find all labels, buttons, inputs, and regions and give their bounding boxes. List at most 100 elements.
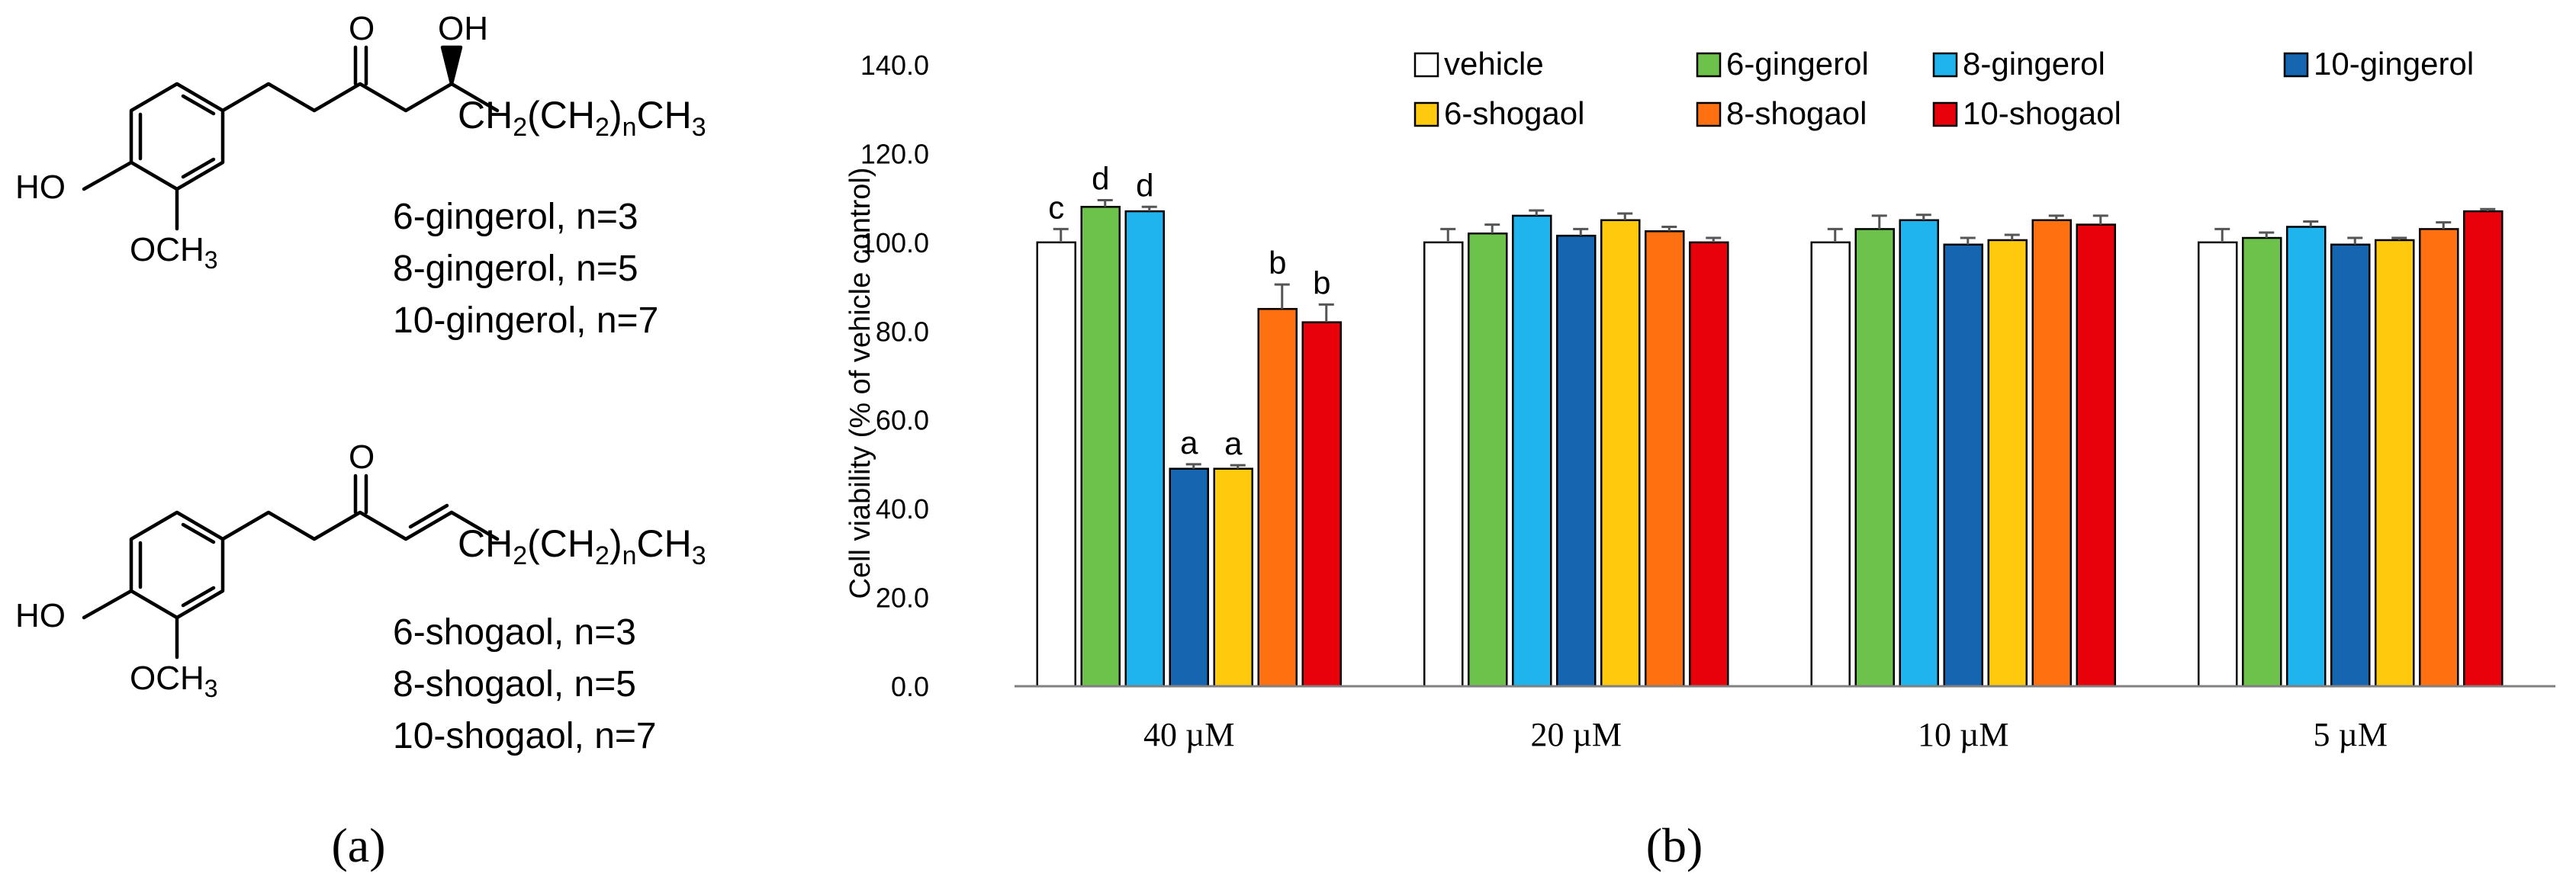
- shogaol-name-10: 10-shogaol, n=7: [393, 716, 657, 756]
- shogaol-alkene-bond: [408, 503, 449, 529]
- shogaol-ring-double-bond: [181, 586, 216, 608]
- bar-8-shogaol: [2031, 219, 2072, 688]
- gingerol-name-8: 8-gingerol, n=5: [393, 249, 638, 289]
- bar-6-gingerol: [2242, 236, 2282, 688]
- y-axis-label: Cell viability (% of vehicle control): [844, 168, 876, 599]
- bar-10-gingerol: [1169, 467, 1209, 688]
- significance-letter: d: [1136, 167, 1153, 203]
- y-tick-label: 0.0: [891, 671, 929, 702]
- bar-8-shogaol: [1645, 230, 1685, 688]
- legend-label-vehicle: vehicle: [1444, 46, 1544, 82]
- bar-8-gingerol: [2286, 226, 2327, 688]
- y-tick-label: 100.0: [860, 227, 929, 258]
- x-tick-label: 5 µM: [2314, 716, 2388, 753]
- legend-swatch-8-gingerol: [1932, 52, 1958, 78]
- bar-10-shogaol: [2463, 210, 2504, 688]
- gingerol-stereo-wedge: [440, 45, 463, 86]
- y-tick-label: 120.0: [860, 138, 929, 169]
- bar-10-shogaol: [1689, 241, 1729, 688]
- bar-6-shogaol: [1600, 219, 1641, 688]
- legend-label-6-shogaol: 6-shogaol: [1444, 95, 1584, 131]
- bar-10-gingerol: [1556, 234, 1597, 688]
- bar-8-gingerol: [1899, 219, 1939, 688]
- bar-10-shogaol: [1301, 321, 1342, 688]
- legend-label-6-gingerol: 6-gingerol: [1726, 46, 1869, 82]
- bar-6-gingerol: [1080, 206, 1121, 688]
- bar-6-gingerol: [1468, 232, 1508, 688]
- shogaol-ring-double-bond: [181, 522, 216, 544]
- gingerol-name-6: 6-gingerol, n=3: [393, 197, 638, 237]
- significance-letter: c: [1048, 189, 1064, 225]
- x-tick-label: 40 µM: [1143, 716, 1234, 753]
- legend-label-8-gingerol: 8-gingerol: [1963, 46, 2105, 82]
- y-axis-ticks: 0.0 20.0 40.0 60.0 80.0 100.0 120.0 140.0: [860, 50, 929, 702]
- panel-a-text: O OH HO OCH3 CH2(CH2)nCH3 6-gingerol, n=…: [15, 10, 706, 756]
- significance-letter: a: [1180, 425, 1198, 461]
- shogaol-ketone-o: O: [349, 438, 375, 476]
- gingerol-ho-bond: [82, 160, 133, 191]
- legend-label-8-shogaol: 8-shogaol: [1726, 95, 1867, 131]
- panel-a-label: (a): [331, 818, 385, 872]
- shogaol-chain: [220, 510, 454, 541]
- bar-vehicle: [1810, 241, 1851, 688]
- y-tick-label: 60.0: [876, 405, 929, 436]
- gingerol-ring-double-bond: [181, 94, 216, 116]
- bar-8-gingerol: [1124, 210, 1165, 688]
- shogaol-chain-label: CH2(CH2)nCH3: [458, 522, 706, 570]
- bar-6-shogaol: [1213, 467, 1253, 688]
- shogaol-phenol-ho: HO: [15, 597, 66, 634]
- shogaol-name-8: 8-shogaol, n=5: [393, 664, 636, 705]
- legend-swatch-10-shogaol: [1932, 101, 1958, 127]
- gingerol-hydroxyl: OH: [438, 10, 488, 47]
- bar-vehicle: [1423, 241, 1464, 688]
- shogaol-benzene-ring: [129, 510, 225, 620]
- x-tick-label: 10 µM: [1918, 716, 2008, 753]
- bars: cd da abb: [1036, 161, 2504, 688]
- gingerol-chain: [220, 82, 454, 113]
- bar-8-shogaol: [1257, 307, 1298, 688]
- bar-6-shogaol: [2375, 239, 2415, 688]
- significance-letter: d: [1092, 161, 1109, 197]
- legend-label-10-gingerol: 10-gingerol: [2314, 46, 2474, 82]
- significance-letter: a: [1224, 425, 1243, 461]
- bar-6-shogaol: [1987, 239, 2028, 688]
- gingerol-benzene-ring: [129, 82, 225, 191]
- x-tick-label: 20 µM: [1531, 716, 1622, 753]
- shogaol-name-6: 6-shogaol, n=3: [393, 612, 636, 653]
- gingerol-chain-label: CH2(CH2)nCH3: [458, 94, 706, 142]
- gingerol-methoxy: OCH3: [130, 231, 218, 274]
- x-axis-labels: 40 µM 20 µM 10 µM 5 µM: [1143, 716, 2388, 753]
- panel-a: [82, 45, 500, 660]
- shogaol-structure: [82, 473, 500, 660]
- bar-vehicle: [2198, 241, 2238, 688]
- bar-vehicle: [1036, 241, 1076, 688]
- legend-swatch-8-shogaol: [1696, 101, 1722, 127]
- bar-10-gingerol: [2330, 243, 2371, 688]
- bar-8-gingerol: [1512, 214, 1552, 688]
- bar-8-shogaol: [2419, 228, 2459, 688]
- panel-b-label: (b): [1646, 818, 1703, 872]
- bar-10-shogaol: [2076, 223, 2116, 688]
- legend: vehicle 6-gingerol 8-gingerol 10-gingerol 6-…: [1413, 46, 2474, 131]
- shogaol-methoxy: OCH3: [130, 660, 218, 702]
- significance-letter: b: [1313, 265, 1330, 300]
- bar-6-gingerol: [1854, 228, 1895, 688]
- gingerol-structure: [82, 45, 500, 231]
- bar-10-gingerol: [1943, 243, 1983, 688]
- legend-swatch-vehicle: [1413, 52, 1439, 78]
- shogaol-ho-bond: [82, 589, 133, 620]
- y-tick-label: 20.0: [876, 583, 929, 614]
- y-tick-label: 40.0: [876, 493, 929, 525]
- gingerol-ring-double-bond: [181, 157, 216, 179]
- gingerol-phenol-ho: HO: [15, 169, 66, 206]
- legend-swatch-6-gingerol: [1696, 52, 1722, 78]
- y-tick-label: 140.0: [860, 50, 929, 81]
- gingerol-name-10: 10-gingerol, n=7: [393, 300, 658, 341]
- gingerol-tail-bond: [449, 82, 500, 113]
- significance-letter: b: [1269, 245, 1286, 281]
- y-tick-label: 80.0: [876, 316, 929, 347]
- legend-swatch-6-shogaol: [1413, 101, 1439, 127]
- shogaol-tail-bond: [449, 510, 500, 541]
